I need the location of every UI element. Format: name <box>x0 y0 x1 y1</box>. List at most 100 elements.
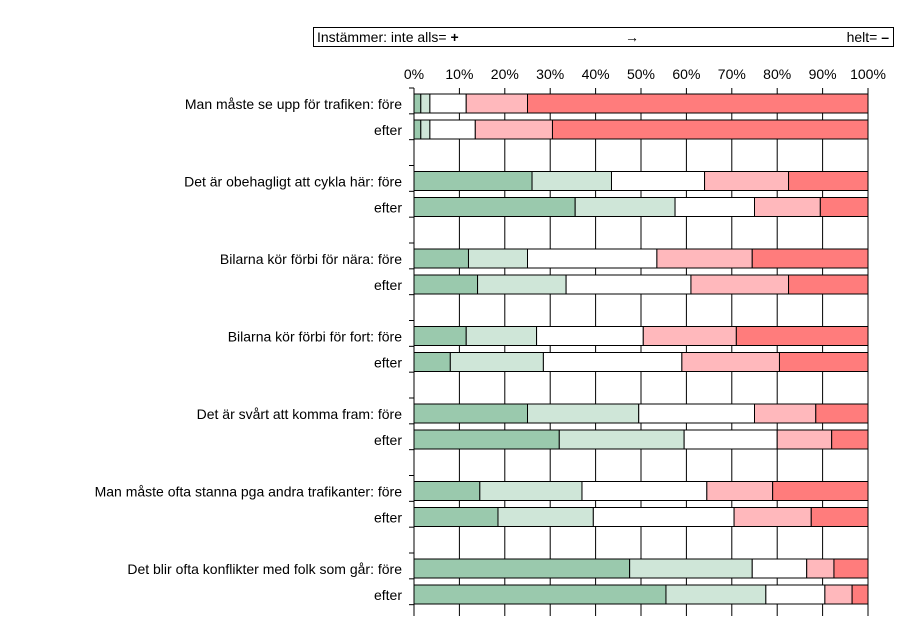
x-tick-label: 0% <box>404 66 424 82</box>
bar-segment <box>788 171 869 191</box>
category-label: Man måste ofta stanna pga andra trafikan… <box>95 484 403 500</box>
category-label: Det är obehagligt att cykla här: före <box>184 174 402 190</box>
bar-segment <box>754 403 817 424</box>
bar-segment <box>681 352 780 372</box>
category-label: Det blir ofta konflikter med folk som gå… <box>127 561 402 577</box>
bar-segment <box>479 481 583 501</box>
category-label: efter <box>374 510 402 526</box>
legend-left-text: Instämmer: inte alls= + <box>317 29 459 45</box>
bar-segment <box>474 119 553 140</box>
bar-segment <box>413 93 422 114</box>
bar-segment <box>831 429 869 450</box>
x-tick-label: 60% <box>672 66 700 82</box>
bar-segment <box>536 326 644 346</box>
bar-segment <box>413 429 560 450</box>
bar-segment <box>819 197 869 217</box>
category-label: efter <box>374 200 402 216</box>
bar-segment <box>776 429 833 450</box>
bar-segment <box>824 584 853 605</box>
legend-right-text: helt= – <box>846 29 889 45</box>
bar-segment <box>558 429 685 450</box>
bar-segment <box>574 197 676 217</box>
bar-segment <box>735 326 869 346</box>
bar-segment <box>706 481 774 501</box>
x-tick-label: 80% <box>763 66 791 82</box>
bar-segment <box>527 248 658 269</box>
bar-segment <box>465 93 528 114</box>
x-tick-label: 20% <box>491 66 519 82</box>
bar-segment <box>497 507 594 527</box>
bar-segment <box>581 481 708 501</box>
bar-segment <box>420 93 431 114</box>
bar-segment <box>413 197 576 217</box>
legend-left-symbol: + <box>450 29 459 45</box>
bar-segment <box>754 197 821 217</box>
bar-segment <box>592 507 735 527</box>
bar-segment <box>565 274 692 295</box>
bar-segment <box>527 403 640 424</box>
category-label: efter <box>374 277 402 293</box>
category-label: Bilarna kör förbi för nära: före <box>220 251 402 267</box>
bar-segment <box>833 558 869 579</box>
bar-segment <box>413 481 481 501</box>
bar-segment <box>413 326 467 346</box>
category-label: Det är svårt att komma fram: före <box>197 406 403 422</box>
bar-segment <box>531 171 612 191</box>
bar-segment <box>413 558 631 579</box>
legend-box: Instämmer: inte alls= + → helt= – <box>313 27 894 47</box>
bar-segment <box>467 248 529 269</box>
category-label: Man måste se upp för trafiken: före <box>185 96 402 112</box>
bar-segment <box>413 274 479 295</box>
category-label: efter <box>374 587 402 603</box>
bar-segment <box>772 481 869 501</box>
bar-segment <box>413 352 451 372</box>
bar-segment <box>806 558 835 579</box>
bar-segment <box>778 352 869 372</box>
bar-segment <box>751 558 808 579</box>
category-label: Bilarna kör förbi för fort: före <box>228 329 403 345</box>
bar-segment <box>683 429 778 450</box>
bar-segment <box>413 584 667 605</box>
bar-segment <box>751 248 869 269</box>
bar-segment <box>815 403 869 424</box>
bar-segment <box>413 119 422 140</box>
bar-segment <box>638 403 755 424</box>
category-label: efter <box>374 432 402 448</box>
bar-segment <box>465 326 538 346</box>
bar-segment <box>788 274 869 295</box>
bar-segment <box>765 584 826 605</box>
x-tick-label: 90% <box>809 66 837 82</box>
bar-segment <box>629 558 753 579</box>
bar-segment <box>733 507 812 527</box>
category-label: efter <box>374 355 402 371</box>
bar-segment <box>542 352 683 372</box>
category-label: efter <box>374 122 402 138</box>
bar-segment <box>665 584 767 605</box>
bar-segment <box>704 171 790 191</box>
bar-segment <box>420 119 431 140</box>
bar-segment <box>429 93 467 114</box>
bar-segment <box>642 326 737 346</box>
bar-segment <box>690 274 790 295</box>
bar-segment <box>413 507 499 527</box>
bar-segment <box>413 403 528 424</box>
x-tick-label: 70% <box>718 66 746 82</box>
legend-right-symbol: – <box>881 29 889 45</box>
x-tick-label: 10% <box>445 66 473 82</box>
legend-arrow: → <box>625 29 639 45</box>
bar-segment <box>413 171 533 191</box>
x-tick-label: 50% <box>627 66 655 82</box>
bar-segment <box>413 248 469 269</box>
bar-segment <box>810 507 869 527</box>
bar-segment <box>449 352 544 372</box>
bar-segment <box>610 171 706 191</box>
bar-segment <box>429 119 476 140</box>
x-tick-label: 30% <box>536 66 564 82</box>
bar-segment <box>527 93 869 114</box>
x-tick-label: 40% <box>582 66 610 82</box>
bar-segment <box>674 197 755 217</box>
bar-segment <box>851 584 869 605</box>
bar-segment <box>477 274 567 295</box>
